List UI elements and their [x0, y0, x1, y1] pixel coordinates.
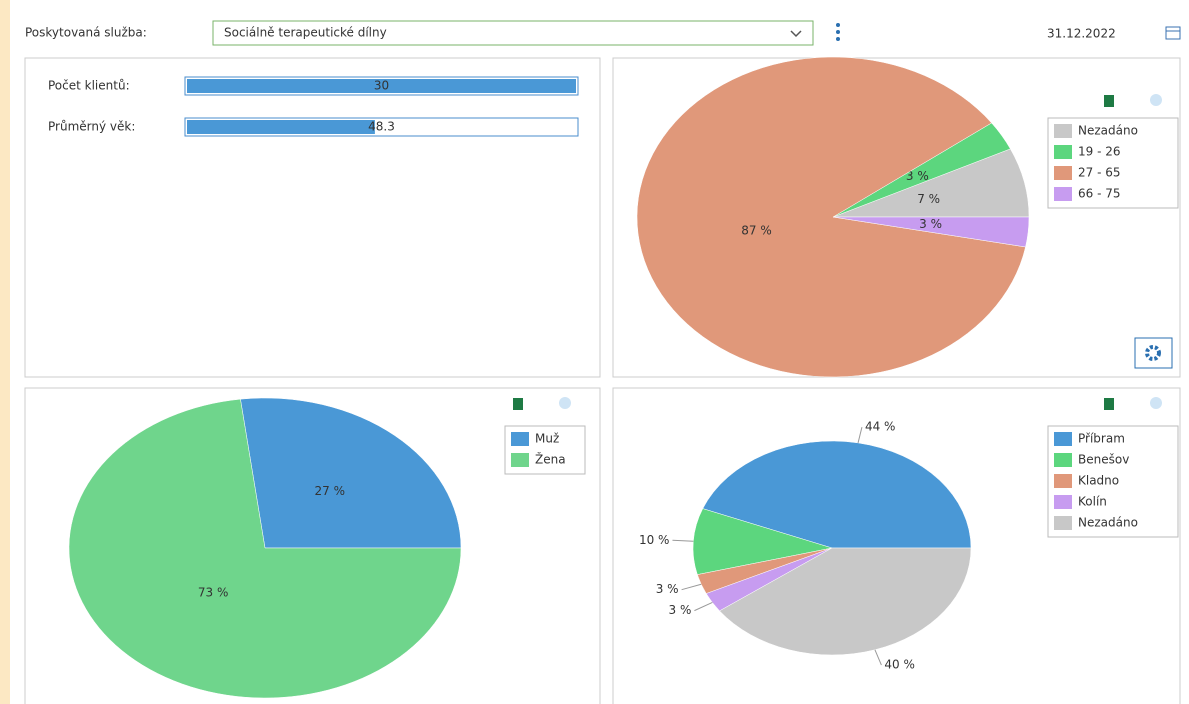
service-label: Poskytovaná služba:	[25, 26, 147, 40]
slice-label: 7 %	[917, 192, 940, 206]
legend-label: Nezadáno	[1078, 516, 1138, 530]
service-value: Sociálně terapeutické dílny	[224, 26, 387, 40]
pie-slice	[692, 508, 833, 575]
bulb-icon[interactable]	[1150, 94, 1162, 106]
slice-label: 3 %	[906, 169, 929, 183]
excel-icon[interactable]	[1104, 398, 1114, 410]
legend-swatch	[1054, 145, 1072, 159]
legend-label: 19 - 26	[1078, 145, 1121, 159]
date[interactable]: 31.12.2022	[1047, 27, 1116, 41]
gauge-value: 48.3	[368, 120, 395, 134]
gauge-bar	[187, 120, 375, 134]
legend-swatch	[1054, 495, 1072, 509]
slice-label: 3 %	[656, 582, 679, 596]
legend-swatch	[1054, 453, 1072, 467]
legend-swatch	[1054, 474, 1072, 488]
chevron	[790, 30, 802, 38]
excel-icon[interactable]	[513, 398, 523, 410]
leader-line	[681, 583, 702, 591]
menu-dots[interactable]	[836, 23, 840, 41]
gear-icon	[1145, 345, 1161, 361]
gauge-bar	[187, 79, 576, 93]
legend-label: Žena	[535, 452, 566, 467]
legend-label: Nezadáno	[1078, 124, 1138, 138]
legend-swatch	[1054, 187, 1072, 201]
legend-swatch	[511, 453, 529, 467]
bulb-icon[interactable]	[559, 397, 571, 409]
pie-slice	[719, 547, 972, 656]
slice-label: 3 %	[919, 217, 942, 231]
legend-label: Kladno	[1078, 474, 1119, 488]
slice-label: 87 %	[741, 223, 772, 237]
leader-line	[672, 539, 694, 542]
slice-label: 40 %	[884, 658, 915, 672]
service-select[interactable]	[212, 20, 814, 46]
legend-swatch	[1054, 124, 1072, 138]
slice-label: 73 %	[198, 586, 229, 600]
legend-label: Příbram	[1078, 432, 1125, 446]
legend-label: Muž	[535, 432, 559, 446]
panel	[24, 57, 601, 378]
pie-slice	[636, 56, 1026, 378]
gauge-label: Počet klientů:	[48, 79, 130, 93]
gauge-label: Průměrný věk:	[48, 120, 135, 134]
settings-button[interactable]	[1134, 337, 1173, 369]
leader-line	[694, 602, 713, 612]
panel-icons	[513, 94, 1173, 410]
pie-slice	[832, 216, 1030, 248]
leader-line	[857, 427, 863, 444]
pie-slice	[240, 397, 462, 549]
legend-label: Benešov	[1078, 453, 1129, 467]
legend-swatch	[1054, 166, 1072, 180]
calendar-icon[interactable]	[1165, 26, 1181, 40]
legend-swatch	[1054, 516, 1072, 530]
slice-label: 10 %	[639, 533, 670, 547]
pie-slice	[68, 398, 462, 699]
legend-swatch	[1054, 432, 1072, 446]
legend-label: Kolín	[1078, 495, 1107, 509]
legend-label: 27 - 65	[1078, 166, 1121, 180]
slice-label: 3 %	[669, 603, 692, 617]
leader-line	[874, 649, 882, 666]
legend-label: 66 - 75	[1078, 187, 1121, 201]
slice-label: 27 %	[315, 484, 346, 498]
pie-slice	[702, 440, 972, 549]
bulb-icon[interactable]	[1150, 397, 1162, 409]
gauge-value: 30	[374, 79, 389, 93]
slice-label: 44 %	[865, 420, 896, 434]
legend-swatch	[511, 432, 529, 446]
excel-icon[interactable]	[1104, 95, 1114, 107]
